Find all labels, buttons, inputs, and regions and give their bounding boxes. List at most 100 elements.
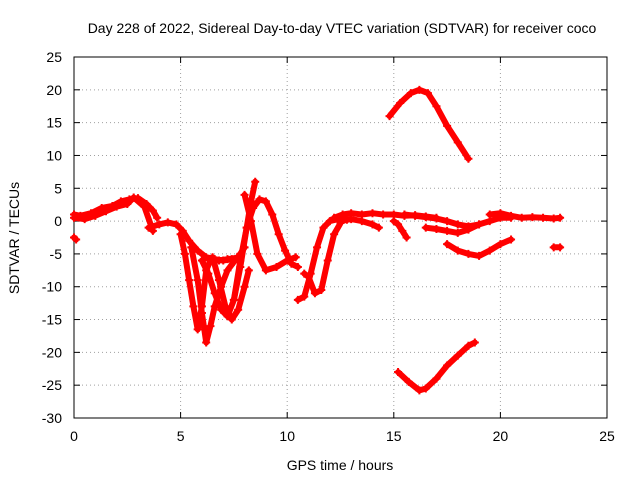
data-point <box>394 220 403 229</box>
data-point <box>140 202 149 211</box>
axis-ticks <box>73 56 608 419</box>
data-point <box>187 243 196 252</box>
data-point <box>206 322 215 331</box>
data-point <box>163 218 172 227</box>
data-point <box>291 253 300 262</box>
data-point <box>189 302 198 311</box>
y-tick-label: 15 <box>46 115 62 131</box>
data-point <box>464 249 473 258</box>
y-tick-label: -20 <box>42 344 62 360</box>
data-point <box>556 243 565 252</box>
data-point <box>485 246 494 255</box>
data-point <box>423 89 432 98</box>
data-point <box>323 256 332 265</box>
data-point <box>185 276 194 285</box>
data-point <box>464 154 473 163</box>
data-point <box>91 211 100 220</box>
data-point <box>293 295 302 304</box>
data-point <box>148 206 157 215</box>
data-point <box>180 249 189 258</box>
data-point <box>236 256 245 265</box>
data-point <box>421 223 430 232</box>
data-point <box>204 269 213 278</box>
data-point <box>443 240 452 249</box>
data-point <box>453 228 462 237</box>
data-point <box>155 220 164 229</box>
data-point <box>398 226 407 235</box>
data-point <box>464 225 473 234</box>
data-point <box>304 272 313 281</box>
x-tick-label: 10 <box>279 428 295 444</box>
data-point <box>347 215 356 224</box>
y-tick-label: 0 <box>54 213 62 229</box>
data-point <box>123 200 132 209</box>
y-tick-label: -15 <box>42 312 62 328</box>
y-tick-label: 5 <box>54 180 62 196</box>
data-point <box>223 266 232 275</box>
data-point <box>223 255 232 264</box>
data-point <box>421 213 430 222</box>
y-tick-label: -30 <box>42 410 62 426</box>
data-point <box>453 246 462 255</box>
data-point <box>411 211 420 220</box>
y-tick-label: -25 <box>42 377 62 393</box>
data-point <box>485 210 494 219</box>
y-tick-label: -10 <box>42 279 62 295</box>
data-point <box>338 210 347 219</box>
data-point <box>261 266 270 275</box>
y-tick-label: -5 <box>50 246 63 262</box>
data-point <box>443 121 452 130</box>
data-point <box>255 195 264 204</box>
data-point <box>406 89 415 98</box>
data-point <box>379 210 388 219</box>
y-tick-label: 10 <box>46 147 62 163</box>
data-point <box>208 253 217 262</box>
series-track-15 <box>390 218 410 241</box>
data-point <box>432 214 441 223</box>
data-point <box>72 235 81 244</box>
data-point <box>197 256 206 265</box>
data-point <box>453 138 462 147</box>
data-point <box>496 240 505 249</box>
data-point <box>153 213 162 222</box>
data-point <box>268 210 277 219</box>
data-point <box>330 230 339 239</box>
data-point <box>253 249 262 258</box>
series-track-21 <box>386 86 472 162</box>
data-point <box>227 315 236 324</box>
data-point <box>240 190 249 199</box>
data-point <box>385 112 394 121</box>
data-point <box>193 325 202 334</box>
data-point <box>432 374 441 383</box>
data-point <box>229 257 238 266</box>
data-point <box>261 197 270 206</box>
data-point <box>272 263 281 272</box>
data-point <box>300 292 309 301</box>
y-tick-label: 25 <box>46 49 62 65</box>
data-point <box>404 377 413 386</box>
data-point <box>496 209 505 218</box>
data-point <box>432 102 441 111</box>
data-point <box>528 213 537 222</box>
data-point <box>464 341 473 350</box>
data-point <box>101 207 110 216</box>
data-point <box>300 269 309 278</box>
data-point <box>281 246 290 255</box>
y-tick-labels: -30 -25 -20 -15 -10 -5 0 5 10 15 20 25 <box>42 49 62 426</box>
x-tick-label: 5 <box>177 428 185 444</box>
data-point <box>330 213 339 222</box>
data-point <box>283 256 292 265</box>
data-point <box>415 386 424 395</box>
data-point <box>357 217 366 226</box>
data-point <box>396 98 405 107</box>
data-point <box>210 289 219 298</box>
data-point <box>556 213 565 222</box>
data-point <box>453 351 462 360</box>
data-point <box>244 266 253 275</box>
data-point <box>313 243 322 252</box>
data-point <box>129 193 138 202</box>
data-point <box>70 213 78 222</box>
x-tick-label: 0 <box>70 428 78 444</box>
data-point <box>310 289 319 298</box>
